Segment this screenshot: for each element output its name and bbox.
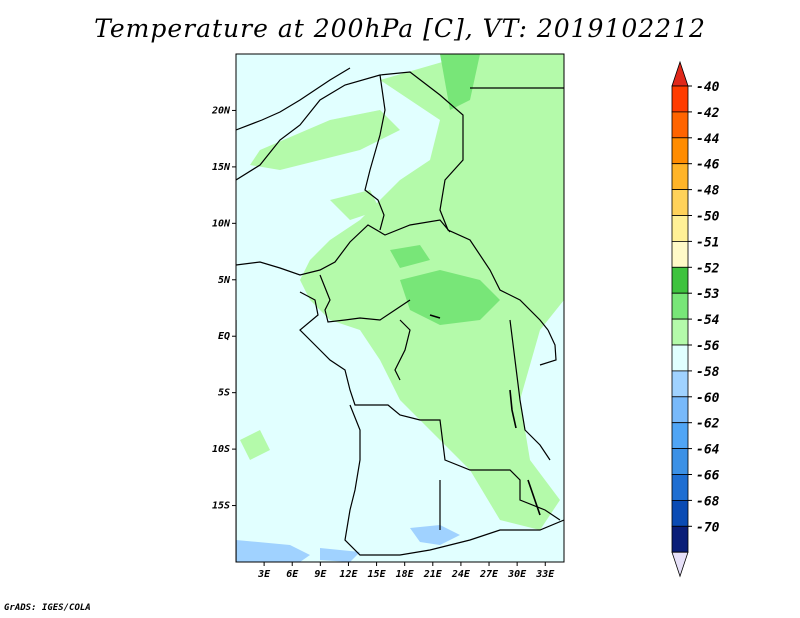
colorbar-label: -46 [696, 158, 720, 173]
colorbar-label: -70 [696, 520, 720, 535]
very-cold-temperature-fields [236, 525, 460, 562]
colorbar-label: -54 [696, 313, 720, 328]
lat-tick-label: 5S [218, 388, 230, 399]
colorbar-swatch [671, 189, 689, 216]
colorbar-label: -53 [696, 287, 720, 302]
colorbar-swatch [671, 240, 689, 268]
lon-tick-label: 9E [314, 569, 327, 580]
map-frame [235, 53, 565, 563]
colorbar-swatch [671, 422, 689, 450]
colorbar-swatch [671, 474, 689, 501]
lon-tick-label: 6E [286, 569, 299, 580]
map-plot-area [236, 54, 564, 562]
colorbar-label: -40 [696, 80, 720, 95]
lon-tick-label: 3E [257, 569, 271, 580]
lon-tick-label: 27E [479, 569, 499, 580]
colorbar-label: -42 [696, 106, 720, 121]
colorbar-bottom-arrow [671, 551, 689, 578]
grads-credit: GrADS: IGES/COLA [4, 603, 91, 613]
colorbar-swatch [671, 137, 689, 165]
colorbar-label: -68 [696, 494, 720, 509]
colorbar-label: -51 [696, 235, 719, 250]
lon-tick-label: 24E [451, 569, 471, 580]
colorbar-swatch [671, 292, 689, 320]
lon-tick-label: 12E [339, 569, 358, 580]
colorbar-swatch [671, 215, 689, 242]
colorbar-swatch [671, 396, 689, 424]
colorbar: -40 -42 -44 -46 -48 -50 -51 -52 -53 -54 -56 -58 -60 -… [671, 60, 720, 578]
colorbar-swatch [671, 499, 689, 527]
colorbar-label: -64 [696, 443, 720, 458]
colorbar-swatch [671, 525, 689, 553]
lat-tick-label: EQ [218, 331, 230, 342]
lat-tick-label: 15N [212, 162, 231, 173]
colorbar-swatch [671, 111, 689, 139]
colorbar-swatch [671, 266, 689, 294]
colorbar-label: -58 [696, 365, 720, 380]
colorbar-swatch [671, 85, 689, 113]
map-title: Temperature at 200hPa [C], VT: 201910221… [94, 14, 706, 43]
lat-tick-label: 5N [218, 275, 231, 286]
colorbar-swatch [671, 318, 689, 346]
lat-tick-label: 15S [212, 501, 230, 512]
colorbar-label: -56 [696, 339, 720, 354]
lon-tick-label: 18E [396, 569, 415, 580]
warm-temperature-fields [390, 54, 500, 325]
country-borders [236, 67, 564, 562]
lakes [429, 314, 541, 516]
lon-tick-label: 21E [423, 569, 443, 580]
lon-tick-label: 33E [535, 569, 555, 580]
lat-tick-label: 20N [211, 105, 231, 116]
colorbar-swatch [671, 344, 689, 372]
colorbar-label: -48 [696, 184, 720, 199]
lat-tick-label: 10N [212, 218, 231, 229]
colorbar-label: -62 [696, 417, 720, 432]
lat-tick-label: 10S [212, 444, 230, 455]
colorbar-swatch [671, 163, 689, 190]
latitude-axis: 20N 15N 10N 5N EQ 5S 10S 15S [211, 105, 236, 512]
colorbar-label: -52 [696, 261, 720, 276]
colorbar-label: -60 [696, 391, 720, 406]
colorbar-label: -44 [696, 132, 720, 147]
lon-tick-label: 30E [507, 569, 527, 580]
colorbar-label: -66 [696, 469, 720, 484]
lon-tick-label: 15E [368, 569, 387, 580]
colorbar-label: -50 [696, 210, 720, 225]
colorbar-swatch [671, 448, 689, 475]
colorbar-swatch [671, 370, 689, 398]
longitude-axis: 3E 6E 9E 12E 15E 18E 21E 24E 27E 30E 33E [257, 562, 555, 580]
colorbar-top-arrow [671, 60, 689, 87]
